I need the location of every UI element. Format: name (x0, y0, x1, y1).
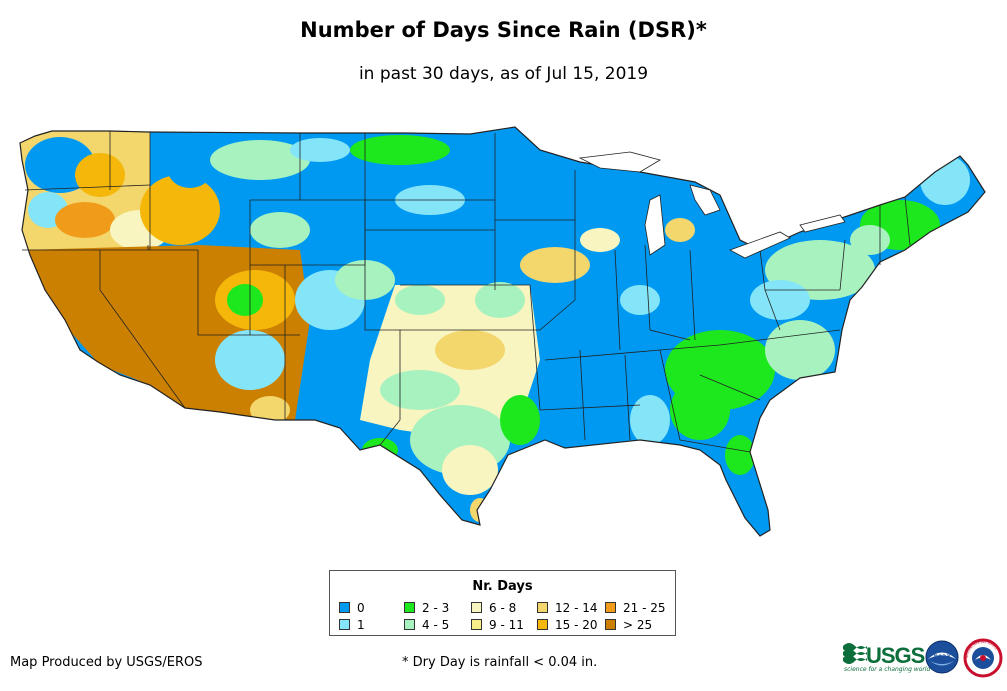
legend-label: 0 (357, 601, 365, 615)
footnote: * Dry Day is rainfall < 0.04 in. (402, 655, 598, 670)
legend-swatch (339, 619, 350, 630)
state-boundaries (19, 126, 986, 537)
legend-item: 6 - 8 (471, 602, 516, 614)
legend-label: > 25 (623, 618, 653, 632)
legend-swatch (537, 619, 548, 630)
map-subtitle: in past 30 days, as of Jul 15, 2019 (358, 64, 649, 84)
legend-item: 12 - 14 (537, 602, 598, 614)
legend-label: 4 - 5 (422, 618, 450, 632)
legend-label: 2 - 3 (422, 601, 450, 615)
legend-swatch (605, 619, 616, 630)
legend-swatch (605, 602, 616, 613)
legend-item: 1 (339, 619, 365, 631)
usgs-logo-icon (843, 643, 867, 664)
map-credit: Map Produced by USGS/EROS (10, 655, 203, 670)
legend-swatch (471, 602, 482, 613)
legend-label: 6 - 8 (489, 601, 517, 615)
legend-swatch (404, 619, 415, 630)
legend-box: Nr. Days 0 1 2 - 3 4 - 5 6 - 8 9 - 11 12… (329, 570, 676, 636)
legend-swatch (404, 602, 415, 613)
legend-label: 15 - 20 (555, 618, 598, 632)
legend-item: 15 - 20 (537, 619, 598, 631)
legend-label: 1 (357, 618, 365, 632)
legend-swatch (339, 602, 350, 613)
great-lakes (578, 151, 846, 259)
legend-item: > 25 (605, 619, 652, 631)
noaa-logo-icon: noaa (925, 640, 959, 674)
legend-item: 2 - 3 (404, 602, 449, 614)
legend-item: 21 - 25 (605, 602, 666, 614)
nws-logo-icon: NATIONAL WEATHER SERVICE (963, 638, 1003, 678)
legend-item: 4 - 5 (404, 619, 449, 631)
us-dsr-map (19, 126, 986, 537)
legend-label: 9 - 11 (489, 618, 524, 632)
map-title: Number of Days Since Rain (DSR)* (300, 18, 707, 42)
legend-swatch (537, 602, 548, 613)
legend-title: Nr. Days (472, 579, 533, 594)
legend-label: 21 - 25 (623, 601, 666, 615)
legend-swatch (471, 619, 482, 630)
noaa-label: noaa (934, 653, 951, 660)
legend-item: 0 (339, 602, 365, 614)
legend-label: 12 - 14 (555, 601, 598, 615)
legend-item: 9 - 11 (471, 619, 524, 631)
usgs-wordmark: USGS (866, 643, 925, 668)
dsr-raster (20, 127, 985, 536)
usgs-tagline: science for a changing world (844, 666, 931, 673)
